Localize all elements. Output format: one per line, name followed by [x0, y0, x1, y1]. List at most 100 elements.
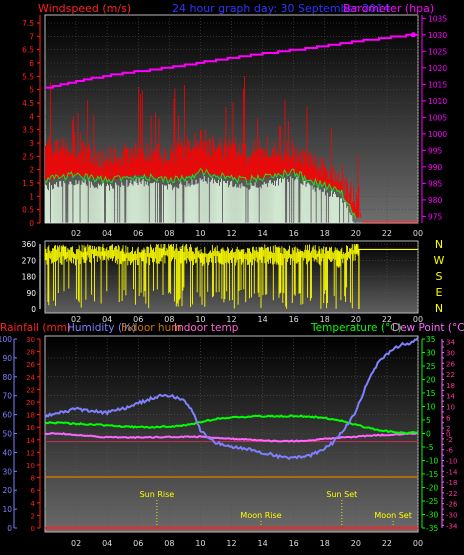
wind-gust-bar [354, 201, 355, 215]
light-bar [61, 186, 63, 223]
light-bar [89, 187, 91, 223]
wind-gust-bar [47, 145, 49, 180]
light-bar [144, 181, 146, 223]
wind-gust-bar [158, 118, 160, 179]
dew-point-tick-label: 34 [446, 339, 455, 347]
wind-gust-bar [235, 137, 237, 179]
light-bar [282, 178, 284, 223]
wind-gust-bar [205, 129, 207, 174]
wind-panel-axes: 0 0.5 1 1.5 2 2.5 3 3.5 4 4.5 5 5.5 6 6.5 7 7.5 975 980 98… [22, 14, 447, 238]
wind-gust-bar [229, 150, 231, 178]
wind-gust-bar [344, 180, 346, 199]
wind-x-tick-label: 10 [195, 229, 205, 238]
wind-gust-bar [336, 174, 338, 190]
wind-gust-bar [160, 156, 162, 179]
wind-gust-bar [275, 155, 277, 176]
rainfall-tick-label: 22 [26, 386, 35, 394]
wind-gust-bar [177, 141, 178, 179]
light-bar [246, 187, 248, 223]
light-bar [179, 183, 181, 223]
wind-gust-bar [102, 149, 104, 180]
wind-gust-bar [48, 135, 50, 180]
light-bar [317, 187, 319, 223]
light-bar [204, 181, 206, 223]
light-bar [333, 193, 334, 223]
dew-point-tick-label: 14 [446, 393, 455, 401]
wind-gust-bar [155, 112, 156, 178]
light-bar [227, 180, 229, 223]
wind-gust-bar [124, 149, 126, 178]
climate-x-tick-label: 00 [413, 539, 423, 548]
wind-gust-bar [193, 145, 195, 175]
wind-gust-bar [229, 136, 230, 178]
wind-gust-bar [105, 156, 107, 181]
wind-left-tick-label: 1 [29, 192, 34, 201]
wind-gust-bar [280, 125, 281, 175]
light-bar [81, 180, 83, 223]
light-bar [287, 179, 289, 223]
wind-gust-bar [260, 147, 262, 178]
wind-gust-bar [182, 158, 184, 179]
wind-gust-bar [237, 152, 239, 179]
light-bar [194, 184, 196, 223]
average-wind-line [44, 167, 357, 219]
wind-gust-bar [208, 139, 210, 174]
light-bar [264, 183, 266, 223]
rainfall-tick-label: 0 [31, 525, 35, 533]
light-bar [257, 187, 259, 223]
light-bar [153, 181, 155, 223]
light-bar [152, 182, 154, 223]
wind-gust-bar [227, 144, 229, 177]
light-bar [323, 188, 325, 223]
wind-gust-bar [264, 157, 266, 178]
humidity-tick-label: 20 [2, 486, 12, 495]
wind-gust-bar [311, 165, 313, 182]
light-bar [312, 189, 314, 223]
temperature-tick-label: 35 [426, 335, 436, 344]
wind-x-tick-label: 16 [289, 229, 299, 238]
direction-x-tick-label: 20 [351, 315, 361, 324]
wind-gust-bar [207, 152, 209, 174]
light-bar [202, 181, 204, 223]
barometer-label: Barometer (hpa) [343, 2, 434, 15]
temperature-tick-label: 0 [426, 430, 431, 439]
wind-left-tick-label: 2 [29, 166, 34, 175]
wind-gust-bar [93, 114, 95, 178]
wind-gust-bar [329, 168, 331, 188]
wind-gust-bar [215, 149, 217, 175]
wind-x-tick-label: 06 [133, 229, 143, 238]
wind-gust-bar [252, 152, 254, 180]
direction-x-tick-label: 12 [226, 315, 236, 324]
compass-label: E [436, 286, 443, 299]
light-bar [195, 179, 197, 223]
humidity-label: Humidity (%) [67, 322, 136, 334]
light-bar [314, 191, 316, 223]
light-bar [211, 177, 213, 223]
barometer-tick-label: 1020 [428, 64, 447, 73]
wind-gust-bar [333, 180, 335, 189]
wind-gust-bar [110, 146, 111, 180]
light-bar [330, 190, 332, 223]
wind-gust-bar [170, 150, 171, 181]
light-bar [201, 178, 203, 223]
wind-gust-bar [243, 88, 244, 180]
wind-gust-bar [330, 173, 332, 188]
light-bar [51, 185, 53, 223]
wind-gust-bar [95, 165, 96, 179]
rainfall-label: Rainfall (mm) [0, 322, 71, 334]
dew-point-tick-label: -22 [446, 490, 457, 498]
temperature-tick-label: 25 [426, 362, 436, 371]
wind-gust-bar [341, 164, 343, 194]
light-bar [241, 183, 243, 223]
wind-gust-bar [277, 150, 279, 176]
light-bar [136, 183, 138, 223]
wind-gust-bar [84, 146, 86, 177]
astronomy-events: Sun Rise Moon Rise Sun Set Moon Set [140, 490, 412, 528]
barometer-tick-label: 980 [428, 196, 443, 205]
light-bar [91, 184, 93, 223]
wind-gust-bar [179, 147, 181, 179]
light-bar [352, 221, 354, 223]
wind-gust-bar [334, 169, 336, 190]
light-bar [76, 184, 78, 223]
